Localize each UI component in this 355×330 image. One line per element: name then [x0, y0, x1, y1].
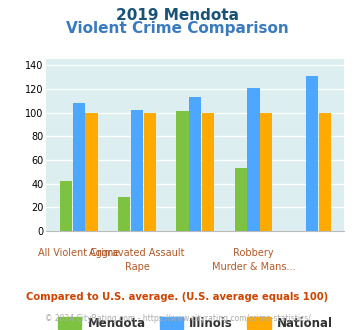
Bar	[189, 97, 201, 231]
Legend: Mendota, Illinois, National: Mendota, Illinois, National	[53, 313, 337, 330]
Text: Murder & Mans...: Murder & Mans...	[212, 262, 295, 272]
Bar	[318, 113, 331, 231]
Bar	[176, 112, 189, 231]
Text: Robbery: Robbery	[233, 248, 274, 258]
Bar	[306, 76, 318, 231]
Bar	[131, 110, 143, 231]
Text: Aggravated Assault: Aggravated Assault	[89, 248, 185, 258]
Bar	[202, 113, 214, 231]
Bar	[72, 103, 85, 231]
Bar	[85, 113, 98, 231]
Bar	[235, 168, 247, 231]
Text: Compared to U.S. average. (U.S. average equals 100): Compared to U.S. average. (U.S. average …	[26, 292, 329, 302]
Text: All Violent Crime: All Violent Crime	[38, 248, 119, 258]
Text: Rape: Rape	[125, 262, 149, 272]
Bar	[118, 197, 130, 231]
Text: © 2024 CityRating.com - https://www.cityrating.com/crime-statistics/: © 2024 CityRating.com - https://www.city…	[45, 314, 310, 323]
Bar	[144, 113, 156, 231]
Text: 2019 Mendota: 2019 Mendota	[116, 8, 239, 23]
Bar	[260, 113, 273, 231]
Bar	[247, 88, 260, 231]
Bar	[60, 181, 72, 231]
Text: Violent Crime Comparison: Violent Crime Comparison	[66, 21, 289, 36]
